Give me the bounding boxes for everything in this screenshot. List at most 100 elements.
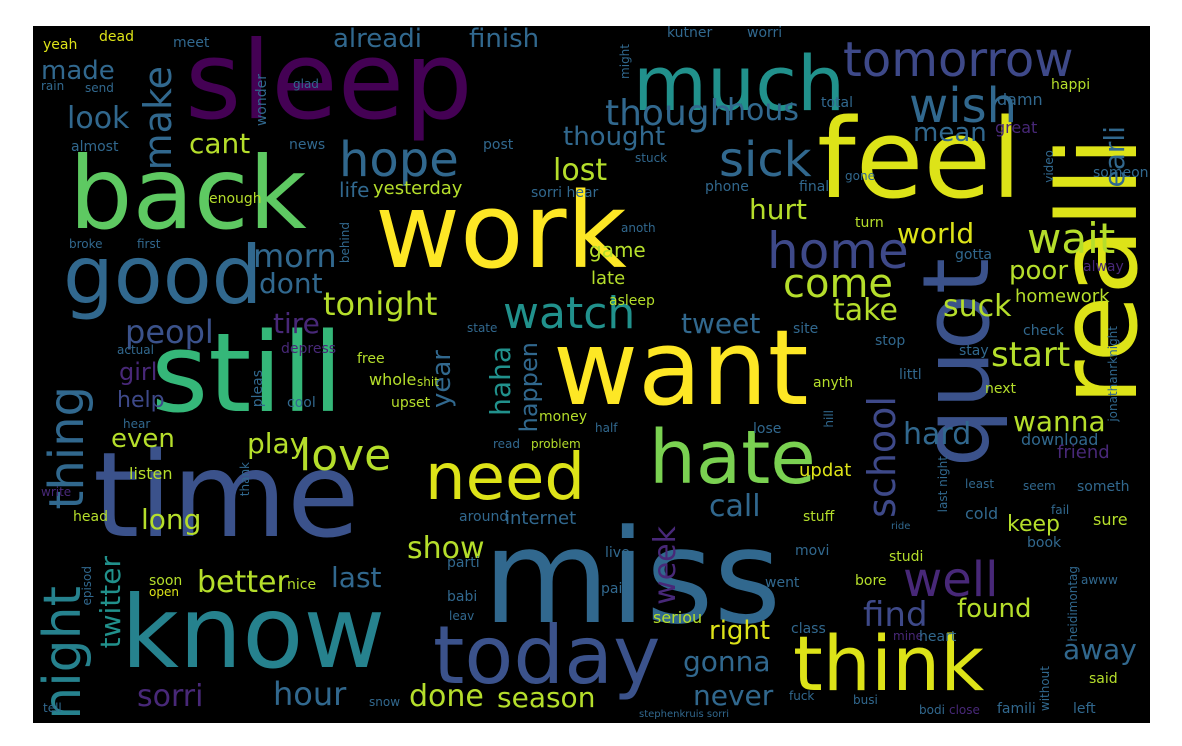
word-happen: happen [515, 342, 543, 433]
word-night: night [33, 586, 93, 720]
word-start: start [991, 335, 1071, 375]
word-anoth: anoth [621, 221, 656, 235]
word-last-night: last night [936, 456, 950, 513]
word-studi: studi [889, 549, 924, 565]
word-good: good [63, 229, 263, 322]
word-left: left [1073, 701, 1096, 717]
word-cold: cold [965, 504, 999, 523]
word-write: write [41, 485, 72, 499]
word-video: video [1042, 150, 1056, 183]
word-jonathanrknight: jonathanrknight [1106, 326, 1120, 422]
word-wish: wish [909, 78, 1018, 134]
word-anyth: anyth [813, 375, 854, 391]
word-updat: updat [799, 460, 852, 481]
word-soon: soon [149, 573, 183, 589]
word-tomorrow: tomorrow [843, 32, 1074, 88]
word-yesterday: yesterday [373, 178, 463, 199]
word-pleas: pleas [250, 370, 266, 408]
word-movi: movi [795, 543, 830, 559]
word-mine: mine [893, 629, 924, 643]
word-bore: bore [855, 573, 887, 589]
word-hope: hope [339, 132, 459, 188]
word-hard: hard [903, 417, 972, 452]
word-twitter: twitter [94, 556, 127, 649]
word-found: found [957, 594, 1032, 624]
word-news: news [289, 137, 326, 153]
word-kutner: kutner [667, 26, 713, 41]
word-call: call [709, 489, 761, 524]
word-work: work [375, 170, 627, 292]
word-know: know [121, 574, 386, 691]
word-make: make [136, 66, 180, 171]
word-great: great [995, 118, 1038, 137]
word-turn: turn [855, 215, 884, 231]
word-play: play [247, 427, 307, 460]
word-much: much [633, 39, 846, 128]
word-lose: lose [753, 421, 782, 437]
word-awww: awww [1081, 573, 1118, 587]
word-show: show [407, 531, 485, 566]
word-class: class [791, 621, 826, 637]
word-busi: busi [853, 693, 878, 707]
word-love: love [299, 430, 392, 481]
word-sorri: sorri [137, 679, 204, 714]
word-site: site [793, 321, 819, 337]
word-hate: hate [649, 415, 816, 501]
word-find: find [863, 595, 928, 635]
word-school: school [860, 396, 904, 518]
word-stop: stop [875, 333, 906, 349]
word-hour: hour [273, 675, 347, 713]
word-tire: tire [273, 307, 320, 340]
word-head: head [73, 509, 108, 525]
word-cant: cant [189, 127, 251, 160]
word-help: help [117, 388, 165, 413]
word-though: though [605, 93, 733, 134]
word-leav: leav [449, 609, 475, 623]
word-never: never [693, 679, 774, 712]
word-life: life [339, 178, 370, 202]
word-heart: heart [919, 629, 957, 645]
word-actual: actual [117, 343, 154, 357]
word-stuff: stuff [803, 509, 835, 525]
word-wanna: wanna [1013, 405, 1106, 438]
word-gone: gone [845, 169, 875, 183]
word-internet: internet [505, 508, 577, 529]
word-famili: famili [997, 701, 1036, 717]
word-might: might [618, 44, 632, 79]
word-friend: friend [1057, 442, 1110, 463]
word-half: half [595, 421, 618, 435]
word-take: take [833, 293, 898, 328]
word-game: game [589, 238, 646, 262]
word-done: done [409, 679, 484, 714]
word-parti: parti [447, 555, 480, 571]
word-thank: thank [238, 462, 252, 497]
word-away: away [1063, 633, 1137, 666]
word-thought: thought [563, 122, 666, 152]
word-tweet: tweet [681, 307, 761, 340]
word-almost: almost [71, 139, 119, 155]
word-heidimontag: heidimontag [1066, 566, 1080, 642]
word-homework: homework [1015, 286, 1110, 307]
word-seem: seem [1023, 479, 1056, 493]
word-fuck: fuck [789, 689, 815, 703]
word-last: last [331, 561, 382, 594]
word-first: first [137, 237, 161, 251]
word-haha: haha [484, 346, 517, 416]
word-went: went [765, 575, 800, 591]
word-post: post [483, 137, 514, 153]
word-glad: glad [293, 77, 319, 91]
word-keep: keep [1007, 512, 1060, 537]
word-problem: problem [531, 437, 581, 451]
word-episod: episod [80, 566, 94, 606]
word-free: free [357, 351, 385, 367]
word-miss: miss [483, 501, 782, 653]
word-total: total [821, 95, 854, 111]
word-girl: girl [119, 358, 158, 386]
word-well: well [903, 552, 999, 608]
word-suck: suck [943, 289, 1012, 324]
word-littl: littl [899, 367, 922, 383]
word-someth: someth [1077, 479, 1130, 495]
word-phone: phone [705, 179, 749, 195]
word-dont: dont [259, 267, 323, 300]
word-someon: someon [1093, 165, 1149, 181]
